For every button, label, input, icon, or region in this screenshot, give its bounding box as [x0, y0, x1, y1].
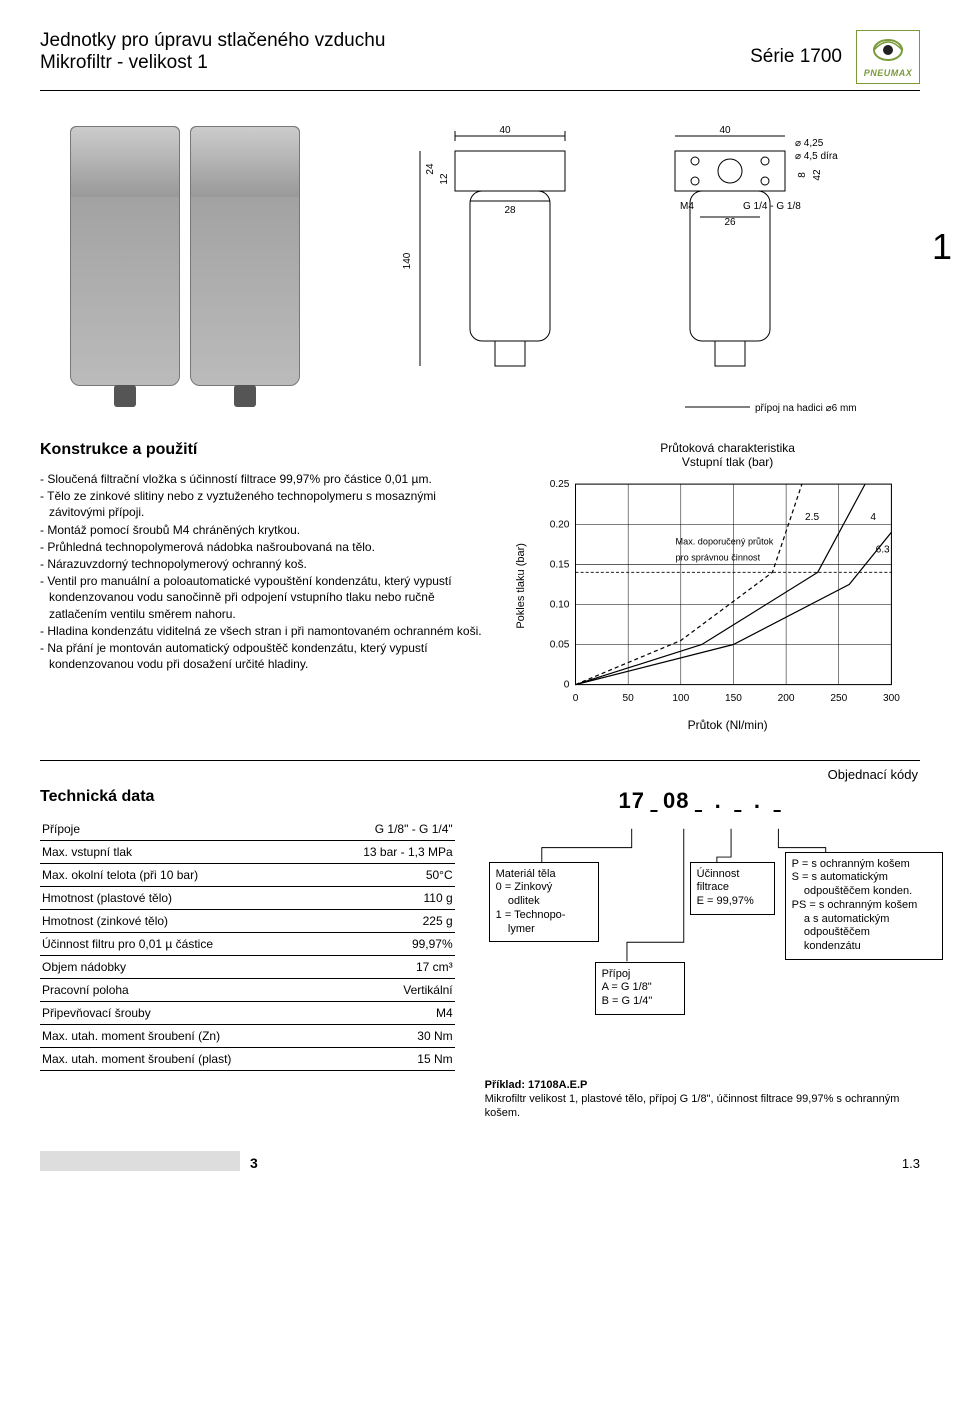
svg-text:0.15: 0.15 [550, 559, 570, 570]
svg-text:Max. doporučený průtok: Max. doporučený průtok [676, 536, 774, 546]
svg-text:0.25: 0.25 [550, 479, 570, 490]
svg-text:0: 0 [573, 693, 579, 704]
table-row: PřípojeG 1/8" - G 1/4" [40, 818, 455, 841]
table-row: Připevňovací šroubyM4 [40, 1001, 455, 1024]
header-right: Série 1700 PNEUMAX [750, 30, 920, 84]
logo-icon [868, 36, 908, 66]
order-code-pattern: 17 08 . . [485, 788, 920, 814]
logo-text: PNEUMAX [864, 68, 913, 78]
table-row: Hmotnost (zinkové tělo)225 g [40, 909, 455, 932]
product-photo-2 [190, 126, 300, 386]
table-row: Pracovní polohaVertikální [40, 978, 455, 1001]
order-box-efficiency: Účinnost filtrace E = 99,97% [690, 862, 775, 915]
svg-text:0.05: 0.05 [550, 639, 570, 650]
svg-text:0.10: 0.10 [550, 599, 570, 610]
divider [40, 760, 920, 761]
dim-d1: ⌀ 4,25 [795, 138, 824, 149]
svg-text:0: 0 [564, 679, 570, 690]
construction-title: Konstrukce a použití [40, 441, 485, 459]
order-example: Příklad: 17108A.E.P Mikrofiltr velikost … [485, 1078, 920, 1121]
dim-h1: 24 [425, 163, 436, 175]
construction-item: Průhledná technopolymerová nádobka našro… [40, 539, 485, 555]
svg-text:6.3: 6.3 [876, 544, 890, 555]
svg-text:300: 300 [883, 693, 900, 704]
svg-text:50: 50 [623, 693, 635, 704]
dim-m4: M4 [680, 201, 694, 212]
dim-w2: 40 [719, 125, 731, 136]
chart-title-l1: Průtoková charakteristika [660, 441, 795, 455]
tech-table: PřípojeG 1/8" - G 1/4"Max. vstupní tlak1… [40, 818, 455, 1071]
diagram-row: 1 40 28 24 12 [40, 111, 920, 421]
table-row: Hmotnost (plastové tělo)110 g [40, 886, 455, 909]
dim-w1: 40 [499, 125, 511, 136]
chart-title: Průtoková charakteristika Vstupní tlak (… [535, 441, 920, 470]
page-footer: 3 1.3 [40, 1151, 920, 1171]
order-code-section: 17 08 . . Materiál těla 0 = Zinkový odli… [485, 788, 920, 1121]
svg-text:100: 100 [673, 693, 690, 704]
table-row: Max. utah. moment šroubení (Zn)30 Nm [40, 1024, 455, 1047]
footer-left-box [40, 1151, 240, 1171]
order-box-options: P = s ochranným košem S = s automatickým… [785, 852, 943, 960]
flow-chart: 0 50 100 150 200 250 300 0.05 0.10 0.15 0.20 0.25 0 2… [535, 474, 920, 707]
dim-hfull: 140 [402, 252, 413, 269]
order-box-connection: Přípoj A = G 1/8" B = G 1/4" [595, 962, 685, 1015]
code-prefix: 17 [618, 788, 644, 813]
svg-text:200: 200 [778, 693, 795, 704]
svg-text:0.20: 0.20 [550, 519, 570, 530]
construction-item: Hladina kondenzátu viditelná ze všech st… [40, 623, 485, 639]
construction-section: Konstrukce a použití Sloučená filtrační … [40, 441, 485, 732]
series-label: Série 1700 [750, 46, 842, 68]
dim-iw1: 28 [504, 205, 516, 216]
mid-row: Konstrukce a použití Sloučená filtrační … [40, 441, 920, 732]
code-mid: 08 [663, 788, 689, 813]
table-row: Max. okolní telota (při 10 bar)50°C [40, 863, 455, 886]
order-codes-title: Objednací kódy [40, 767, 920, 782]
header-left: Jednotky pro úpravu stlačeného vzduchu M… [40, 30, 385, 74]
svg-text:250: 250 [831, 693, 848, 704]
footer-section-number: 1.3 [902, 1156, 920, 1171]
construction-item: Nárazuvzdorný technopolymerový ochranný … [40, 556, 485, 572]
svg-text:2.5: 2.5 [805, 512, 819, 523]
svg-text:4: 4 [871, 512, 877, 523]
product-photo-1 [70, 126, 180, 386]
dim-h2: 12 [439, 173, 450, 185]
table-row: Objem nádobky17 cm³ [40, 955, 455, 978]
dim-g: G 1/4 - G 1/8 [743, 201, 801, 212]
order-code-diagram: Materiál těla 0 = Zinkový odlitek 1 = Te… [485, 822, 920, 1072]
construction-item: Sloučená filtrační vložka s účinností fi… [40, 471, 485, 487]
title-sub: Mikrofiltr - velikost 1 [40, 52, 385, 74]
technical-data-section: Technická data PřípojeG 1/8" - G 1/4"Max… [40, 788, 455, 1121]
dim-h4: 42 [812, 169, 823, 181]
bottom-row: Technická data PřípojeG 1/8" - G 1/4"Max… [40, 788, 920, 1121]
dim-iw2: 26 [724, 217, 736, 228]
dim-hose: přípoj na hadici ⌀6 mm [755, 403, 857, 414]
chart-section: Pokles tlaku (bar) Průtoková charakteris… [515, 441, 920, 732]
svg-text:150: 150 [725, 693, 742, 704]
table-row: Účinnost filtru pro 0,01 µ částice99,97% [40, 932, 455, 955]
construction-item: Montáž pomocí šroubů M4 chráněných krytk… [40, 522, 485, 538]
dim-d2: ⌀ 4,5 díra [795, 151, 838, 162]
dim-h3: 8 [797, 172, 808, 178]
technical-drawing: 1 40 28 24 12 [350, 111, 920, 421]
footer-page-number: 3 [250, 1155, 258, 1171]
chart-ylabel: Pokles tlaku (bar) [515, 441, 527, 732]
table-row: Max. utah. moment šroubení (plast)15 Nm [40, 1047, 455, 1070]
brand-logo: PNEUMAX [856, 30, 920, 84]
page-header: Jednotky pro úpravu stlačeného vzduchu M… [40, 30, 920, 91]
svg-text:pro správnou činnost: pro správnou činnost [676, 552, 761, 562]
tech-title: Technická data [40, 788, 455, 806]
chart-title-l2: Vstupní tlak (bar) [682, 455, 773, 469]
title-main: Jednotky pro úpravu stlačeného vzduchu [40, 30, 385, 52]
product-photo-area [40, 111, 330, 401]
construction-item: Ventil pro manuální a poloautomatické vy… [40, 573, 485, 622]
order-box-material: Materiál těla 0 = Zinkový odlitek 1 = Te… [489, 862, 599, 943]
section-number: 1 [932, 226, 952, 268]
table-row: Max. vstupní tlak13 bar - 1,3 MPa [40, 840, 455, 863]
chart-xlabel: Průtok (Nl/min) [535, 718, 920, 732]
construction-list: Sloučená filtrační vložka s účinností fi… [40, 471, 485, 672]
construction-item: Na přání je montován automatický odpoušt… [40, 640, 485, 672]
construction-item: Tělo ze zinkové slitiny nebo z vyztužené… [40, 488, 485, 520]
